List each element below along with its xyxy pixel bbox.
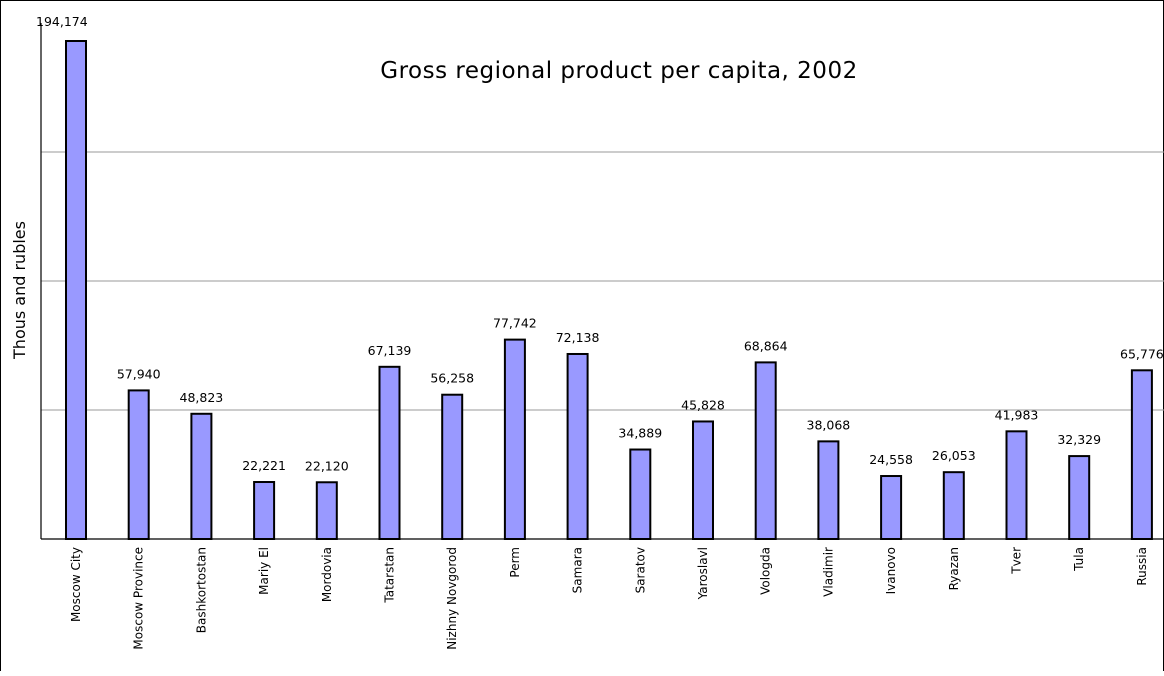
bar: [315, 481, 338, 540]
bars: [65, 40, 1153, 541]
category-labels: Moscow City Moscow Province Bashkortostan M…: [69, 547, 1149, 650]
category-label: Moscow City: [69, 547, 83, 622]
category-label: Moscow Province: [132, 547, 146, 650]
category-label: Vologda: [759, 547, 773, 595]
value-label: 22,120: [305, 458, 349, 473]
value-label: 24,558: [869, 452, 913, 467]
bar: [127, 389, 150, 540]
bar: [880, 475, 903, 540]
value-label: 26,053: [932, 448, 976, 463]
value-label: 56,258: [430, 371, 474, 386]
bar: [190, 412, 213, 541]
bar: [942, 471, 965, 540]
bar: [253, 481, 276, 541]
value-label: 57,940: [117, 366, 161, 381]
bar: [629, 448, 652, 540]
category-label: Ivanovo: [884, 547, 898, 594]
bar: [817, 440, 840, 540]
category-label: Tver: [1010, 547, 1024, 575]
value-label: 68,864: [744, 338, 788, 353]
category-label: Ryazan: [947, 547, 961, 590]
value-label: 34,889: [618, 426, 662, 441]
bar: [1005, 430, 1028, 540]
gridlines: [41, 151, 1164, 411]
category-label: Vladimir: [821, 547, 835, 597]
bar: [1068, 455, 1091, 540]
bar: [566, 352, 589, 540]
value-label: 65,776: [1120, 346, 1164, 361]
chart-title: Gross regional product per capita, 2002: [380, 58, 857, 84]
value-label: 22,221: [242, 458, 286, 473]
bar: [754, 361, 777, 541]
category-label: Yaroslavl: [696, 547, 710, 600]
value-label: 48,823: [180, 390, 224, 405]
category-label: Tatarstan: [383, 547, 397, 604]
value-labels: 194,174 57,940 48,823 22,221 22,120 67,139 56,…: [36, 14, 1164, 473]
value-label: 67,139: [368, 343, 412, 358]
value-label: 45,828: [681, 397, 725, 412]
category-label: Tula: [1072, 547, 1086, 572]
bar: [1130, 369, 1153, 541]
bar: [441, 393, 464, 540]
bar: [503, 338, 526, 540]
value-label: 38,068: [807, 417, 851, 432]
category-label: Mariy El: [257, 547, 271, 595]
y-axis-label: Thous and rubles: [10, 221, 29, 360]
category-label: Russia: [1135, 547, 1149, 586]
category-label: Nizhny Novgorod: [445, 547, 459, 650]
value-label: 32,329: [1057, 432, 1101, 447]
value-label: 77,742: [493, 316, 537, 331]
category-label: Samara: [571, 547, 585, 593]
category-label: Bashkortostan: [194, 547, 208, 633]
category-label: Perm: [508, 547, 522, 578]
bar: [65, 40, 87, 540]
value-label: 194,174: [36, 14, 88, 29]
bar: [692, 420, 714, 541]
category-label: Mordovia: [320, 547, 334, 602]
value-label: 41,983: [995, 407, 1039, 422]
bar: [378, 365, 401, 540]
value-label: 72,138: [556, 330, 600, 345]
category-label: Saratov: [633, 547, 647, 593]
